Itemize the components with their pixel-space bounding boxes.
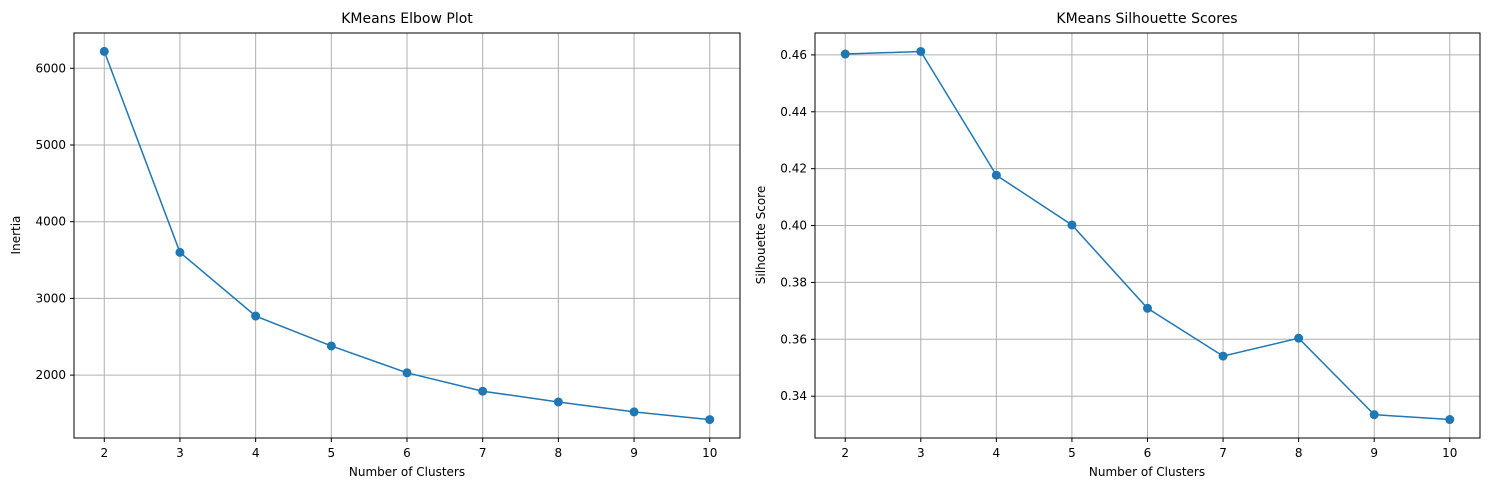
- x-tick-label: 7: [479, 446, 487, 460]
- x-tick-label: 4: [993, 446, 1001, 460]
- y-tick-label: 2000: [35, 368, 66, 382]
- data-point: [629, 407, 639, 417]
- x-tick-label: 6: [403, 446, 411, 460]
- x-tick-label: 9: [1370, 446, 1378, 460]
- data-point: [705, 415, 715, 425]
- x-tick-label: 9: [630, 446, 638, 460]
- data-point: [991, 170, 1001, 180]
- y-tick-label: 0.46: [780, 48, 807, 62]
- series: [840, 46, 1455, 425]
- data-point: [840, 49, 850, 59]
- x-ticks: 2 3 4 5 6 7 8 9 10: [841, 438, 1457, 460]
- x-tick-label: 2: [100, 446, 108, 460]
- series: [99, 46, 715, 425]
- data-point: [326, 341, 336, 351]
- elbow-chart: KMeans Elbow Plot 2 3 4 5 6 7 8 9 10 2000 3000 400…: [9, 11, 741, 479]
- x-tick-label: 4: [252, 446, 260, 460]
- y-tick-label: 0.42: [780, 162, 807, 176]
- x-tick-label: 5: [327, 446, 335, 460]
- y-tick-label: 0.36: [780, 332, 807, 346]
- data-point: [1445, 415, 1455, 425]
- y-tick-label: 4000: [35, 215, 66, 229]
- x-tick-label: 10: [702, 446, 717, 460]
- x-ticks: 2 3 4 5 6 7 8 9 10: [100, 438, 717, 460]
- y-tick-label: 6000: [35, 61, 66, 75]
- x-tick-label: 10: [1442, 446, 1457, 460]
- data-point: [916, 46, 926, 56]
- chart-title: KMeans Silhouette Scores: [1056, 11, 1237, 27]
- x-tick-label: 8: [1295, 446, 1303, 460]
- x-tick-label: 2: [841, 446, 849, 460]
- y-tick-label: 5000: [35, 138, 66, 152]
- y-ticks: 2000 3000 4000 5000 6000: [35, 61, 74, 382]
- y-axis-label: Inertia: [9, 216, 23, 255]
- x-tick-label: 5: [1068, 446, 1076, 460]
- data-point: [1218, 351, 1228, 361]
- y-ticks: 0.34 0.36 0.38 0.40 0.42 0.44 0.46: [780, 48, 815, 403]
- x-tick-label: 3: [176, 446, 184, 460]
- x-axis-label: Number of Clusters: [1089, 465, 1205, 479]
- data-point: [1067, 220, 1077, 230]
- data-point: [251, 311, 261, 321]
- x-tick-label: 6: [1144, 446, 1152, 460]
- data-point: [1294, 333, 1304, 343]
- data-point: [402, 368, 412, 378]
- data-point: [553, 397, 563, 407]
- data-point: [99, 46, 109, 56]
- x-tick-label: 7: [1219, 446, 1227, 460]
- y-tick-label: 0.40: [780, 219, 807, 233]
- x-tick-label: 8: [555, 446, 563, 460]
- data-point: [1143, 303, 1152, 313]
- silhouette-chart: KMeans Silhouette Scores 2 3 4 5 6 7 8 9 10 0.34…: [754, 11, 1481, 479]
- y-tick-label: 0.44: [780, 105, 807, 119]
- data-point: [1369, 410, 1379, 420]
- grid: [74, 33, 740, 438]
- x-tick-label: 3: [917, 446, 925, 460]
- grid: [815, 33, 1480, 438]
- y-tick-label: 0.38: [780, 275, 807, 289]
- x-axis-label: Number of Clusters: [349, 465, 465, 479]
- data-point: [175, 247, 185, 257]
- chart-title: KMeans Elbow Plot: [341, 11, 473, 27]
- y-axis-label: Silhouette Score: [754, 186, 768, 284]
- y-tick-label: 3000: [35, 291, 66, 305]
- y-tick-label: 0.34: [780, 389, 807, 403]
- data-point: [478, 386, 488, 396]
